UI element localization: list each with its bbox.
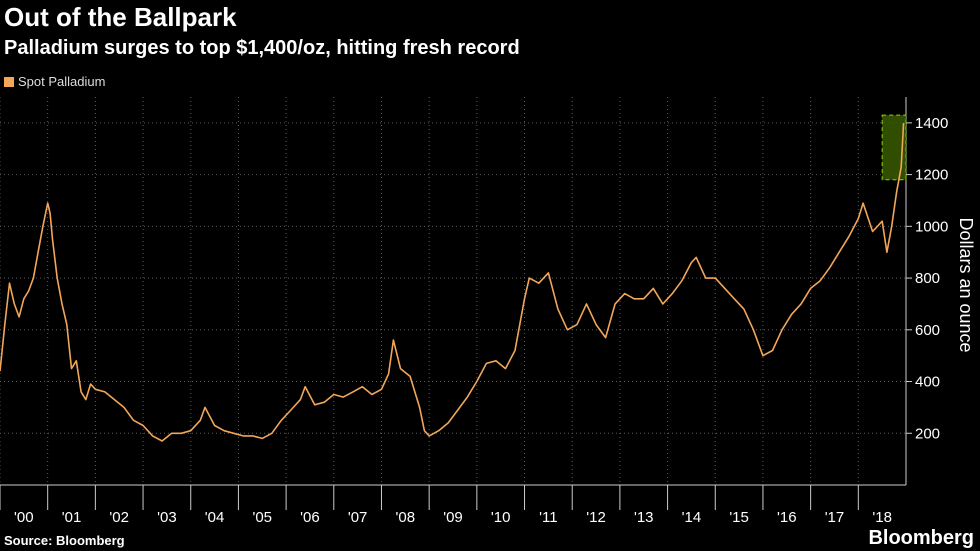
bloomberg-logo: Bloomberg <box>868 527 974 549</box>
y-tick-label: 400 <box>915 374 940 391</box>
x-tick-label: '16 <box>777 509 797 526</box>
x-tick-label: '12 <box>586 509 606 526</box>
x-tick-label: '01 <box>62 509 82 526</box>
y-tick-label: 1200 <box>915 167 948 184</box>
x-tick-label: '11 <box>539 509 557 526</box>
x-tick-label: '15 <box>729 509 749 526</box>
x-tick-label: '18 <box>872 509 892 526</box>
record-highlight-box <box>881 114 907 181</box>
x-tick-label: '08 <box>396 509 416 526</box>
series-line-spot-palladium <box>0 122 905 442</box>
y-tick-label: 800 <box>915 270 940 287</box>
legend-label: Spot Palladium <box>18 74 106 89</box>
y-tick-label: 1000 <box>915 218 948 235</box>
x-tick-label: '13 <box>634 509 654 526</box>
x-tick-label: '04 <box>205 509 225 526</box>
y-tick-label: 1400 <box>915 115 948 132</box>
x-tick-label: '14 <box>682 509 702 526</box>
chart-subtitle: Palladium surges to top $1,400/oz, hitti… <box>4 37 520 59</box>
legend: Spot Palladium <box>4 74 105 89</box>
y-tick-label: 200 <box>915 425 940 442</box>
y-axis-label: Dollars an ounce <box>956 217 976 352</box>
y-tick-label: 600 <box>915 322 940 339</box>
chart-title: Out of the Ballpark <box>4 2 237 32</box>
x-tick-label: '09 <box>443 509 463 526</box>
x-tick-label: '07 <box>348 509 368 526</box>
legend-swatch <box>4 76 14 87</box>
x-tick-label: '00 <box>14 509 34 526</box>
x-tick-label: '06 <box>300 509 320 526</box>
x-tick-label: '17 <box>825 509 845 526</box>
x-tick-label: '03 <box>157 509 177 526</box>
x-tick-label: '05 <box>252 509 272 526</box>
source-note: Source: Bloomberg <box>4 533 125 548</box>
x-tick-label: '10 <box>491 509 511 526</box>
x-tick-label: '02 <box>109 509 129 526</box>
